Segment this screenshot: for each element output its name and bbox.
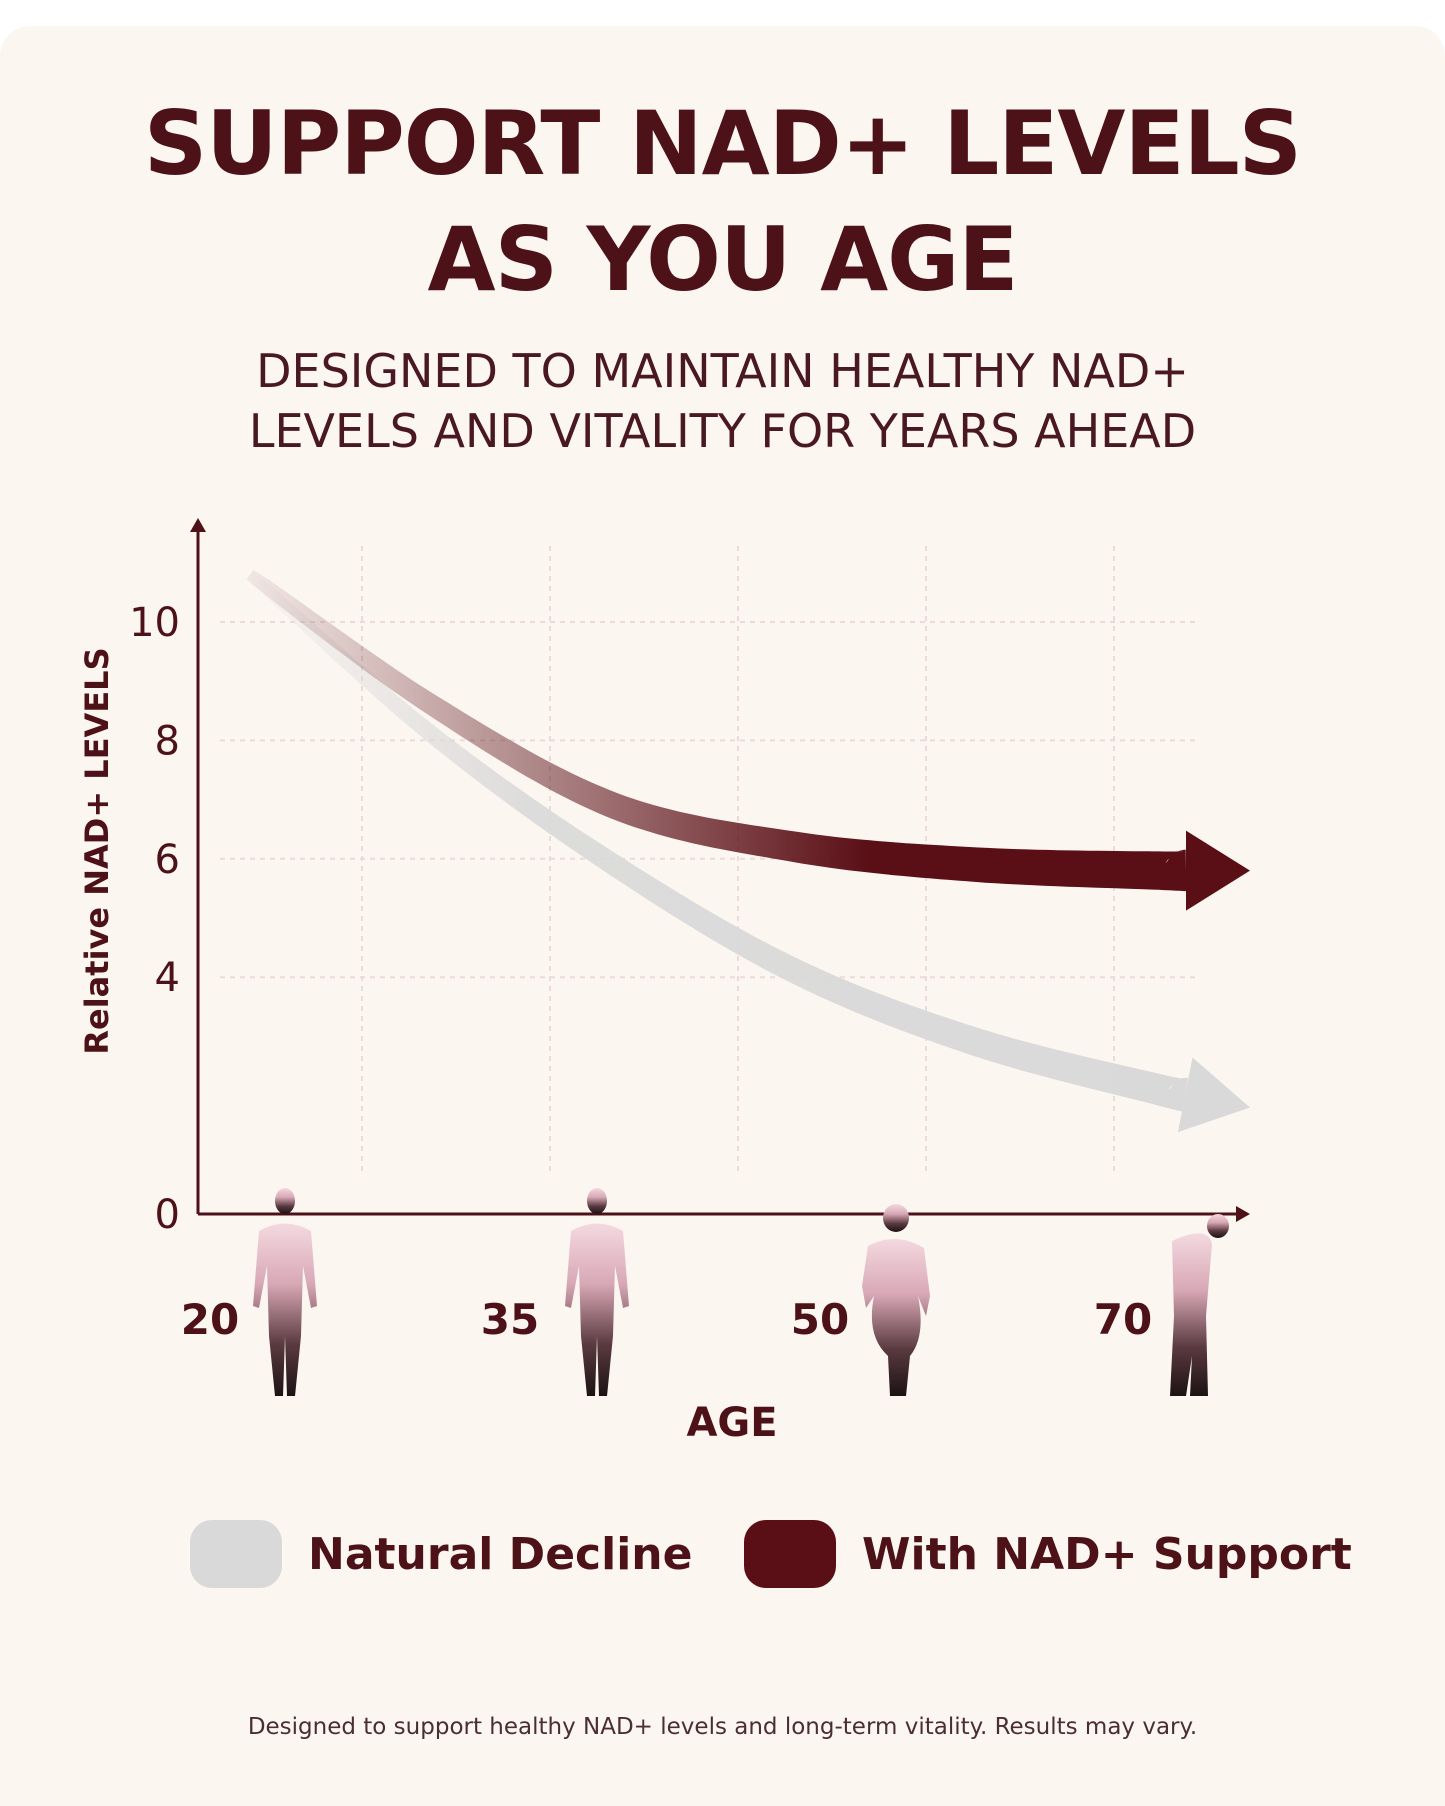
legend-swatch-natural: [190, 1520, 282, 1588]
x-axis-title: AGE: [686, 1400, 777, 1446]
page-title: SUPPORT NAD+ LEVELS AS YOU AGE: [0, 86, 1445, 318]
y-tick-label: 0: [155, 1192, 180, 1238]
subtitle-line-2: LEVELS AND VITALITY FOR YEARS AHEAD: [248, 404, 1197, 458]
title-line-1: SUPPORT NAD+ LEVELS: [143, 92, 1302, 195]
x-tick-label: 35: [481, 1295, 539, 1344]
adult-figure-icon: [565, 1188, 629, 1396]
nad-support-arrowhead-icon: [1186, 830, 1250, 911]
subtitle: DESIGNED TO MAINTAIN HEALTHY NAD+ LEVELS…: [0, 341, 1445, 461]
middle-aged-figure-icon: [862, 1204, 930, 1396]
axes: [190, 518, 1250, 1222]
infographic-card: SUPPORT NAD+ LEVELS AS YOU AGE DESIGNED …: [0, 26, 1445, 1806]
legend-item-support: With NAD+ Support: [744, 1514, 1352, 1594]
y-tick-label: 4: [155, 955, 180, 1001]
elderly-figure-icon: [1170, 1214, 1229, 1396]
x-axis-arrow-icon: [1236, 1206, 1250, 1222]
legend-item-natural: Natural Decline: [190, 1514, 692, 1594]
y-tick-label: 8: [155, 718, 180, 764]
x-tick-label: 20: [181, 1295, 239, 1344]
y-tick-label: 6: [155, 837, 180, 883]
nad-support-line: [246, 569, 1205, 892]
x-tick-label: 50: [791, 1295, 849, 1344]
legend-label-natural: Natural Decline: [308, 1528, 693, 1580]
age-figures: [253, 1188, 1229, 1396]
legend: Natural Decline With NAD+ Support: [0, 1514, 1445, 1594]
footnote: Designed to support healthy NAD+ levels …: [247, 1714, 1198, 1740]
title-line-2: AS YOU AGE: [427, 208, 1018, 311]
legend-label-support: With NAD+ Support: [862, 1528, 1352, 1580]
x-tick-label: 70: [1094, 1295, 1152, 1344]
natural-decline-arrowhead-icon: [1177, 1057, 1250, 1133]
subtitle-line-1: DESIGNED TO MAINTAIN HEALTHY NAD+: [256, 344, 1189, 398]
y-tick-label: 10: [129, 600, 180, 646]
nad-levels-chart: 10 8 6 4 0 Relative NAD+ LEVELS 20 35 50 70 AGE: [78, 518, 1250, 1446]
axis-labels: 10 8 6 4 0 Relative NAD+ LEVELS 20 35 50 70 AGE: [78, 600, 1152, 1446]
series-layer: [246, 569, 1250, 1133]
y-axis-title: Relative NAD+ LEVELS: [78, 647, 116, 1054]
young-adult-figure-icon: [253, 1188, 317, 1396]
y-axis-arrow-icon: [190, 518, 206, 532]
legend-swatch-support: [744, 1520, 836, 1588]
